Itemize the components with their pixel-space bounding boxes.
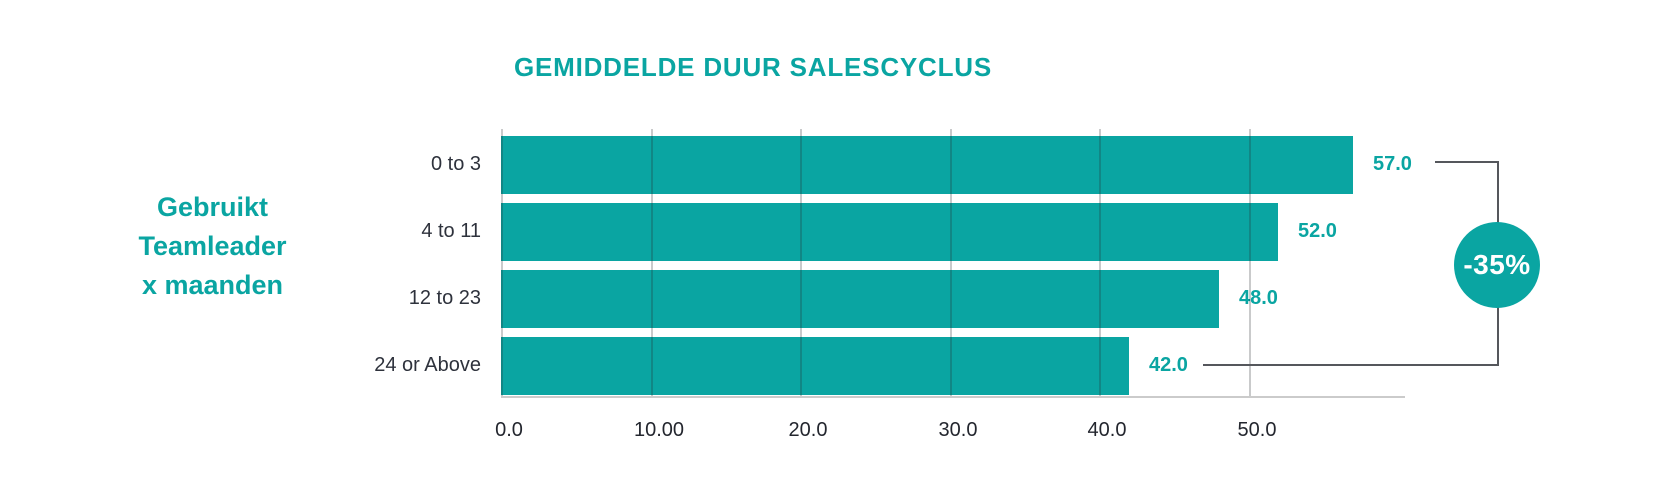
x-tick-label: 20.0 xyxy=(788,419,828,441)
gridline-0 xyxy=(501,129,503,396)
gridline-30 xyxy=(950,129,952,396)
bar-4-to-11 xyxy=(501,203,1278,261)
gridline-10 xyxy=(651,129,653,396)
bar-value-label: 57.0 xyxy=(1373,153,1412,175)
bar-value-label: 48.0 xyxy=(1239,287,1278,309)
y-axis-group-label-line: x maanden xyxy=(141,270,284,300)
category-label: 24 or Above xyxy=(374,354,481,376)
y-axis-group-label-line: Teamleader xyxy=(138,231,287,261)
y-axis-group-label: Gebruikt Teamleader x maanden xyxy=(80,188,345,305)
gridline-20 xyxy=(800,129,802,396)
bracket-bottom-line xyxy=(1203,364,1499,366)
plot-area xyxy=(501,129,1405,398)
chart-title: GEMIDDELDE DUUR SALESCYCLUS xyxy=(513,52,993,82)
bar-0-to-3 xyxy=(501,136,1353,194)
x-tick-label: 30.0 xyxy=(938,419,978,441)
bracket-top-line xyxy=(1435,161,1499,163)
x-tick-label: 40.0 xyxy=(1087,419,1127,441)
category-label: 4 to 11 xyxy=(421,220,481,242)
gridline-40 xyxy=(1099,129,1101,396)
percentage-change-badge: -35% xyxy=(1454,222,1540,308)
gridline-50 xyxy=(1249,129,1251,396)
category-label: 0 to 3 xyxy=(430,153,481,175)
x-tick-label: 0.0 xyxy=(495,419,523,441)
bar-value-label: 42.0 xyxy=(1149,354,1188,376)
x-tick-label: 10.00 xyxy=(633,419,685,441)
x-tick-label: 50.0 xyxy=(1237,419,1277,441)
category-label: 12 to 23 xyxy=(408,287,481,309)
bar-12-to-23 xyxy=(501,270,1219,328)
bar-24-or-above xyxy=(501,337,1129,395)
y-axis-group-label-line: Gebruikt xyxy=(156,192,269,222)
bar-value-label: 52.0 xyxy=(1298,220,1337,242)
